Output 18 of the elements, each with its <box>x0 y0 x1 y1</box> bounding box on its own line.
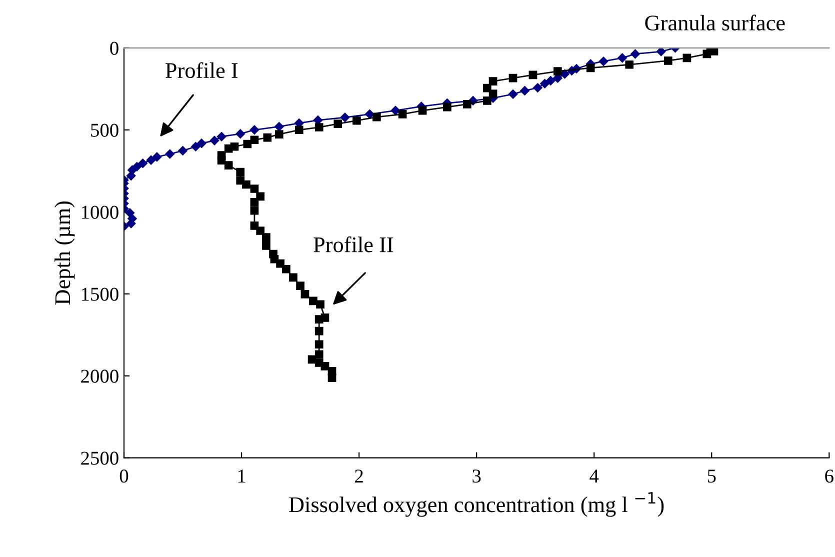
y-tick-label: 500 <box>91 124 118 137</box>
y-tick-label: 2500 <box>81 452 118 465</box>
x-axis-title: Dissolved oxygen concentration (mg l $^{−1}$) <box>289 492 664 517</box>
x-tick-label: 1 <box>238 470 246 482</box>
annotation: Profile II <box>314 236 394 252</box>
y-tick-label: 0 <box>110 42 118 55</box>
x-tick-label: 0 <box>120 470 128 483</box>
x-tick-label: 2 <box>355 470 363 482</box>
x-tick-label: 5 <box>708 470 716 483</box>
y-tick-label: 2000 <box>81 370 118 383</box>
x-tick-label: 3 <box>472 470 481 483</box>
x-tick-label: 4 <box>590 470 599 482</box>
text: Granula surface <box>645 14 785 31</box>
x-tick-label: 6 <box>825 470 834 483</box>
y-tick-label: 1000 <box>82 206 118 219</box>
annotation: Profile I <box>166 62 238 78</box>
y-axis-title: Depth (µm) <box>54 201 75 305</box>
y-tick-label: 1500 <box>82 288 118 301</box>
